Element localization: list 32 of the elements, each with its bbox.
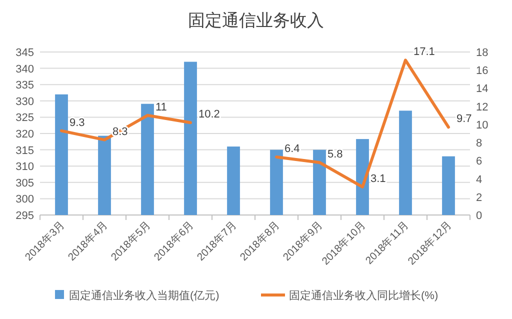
y2-tick-label: 16 <box>476 65 488 78</box>
y2-tick-label: 18 <box>476 47 488 59</box>
y2-tick-label: 6 <box>476 156 482 168</box>
y2-tick-label: 8 <box>476 138 482 150</box>
y-tick-label: 315 <box>16 144 34 157</box>
y-tick-label: 325 <box>16 112 34 124</box>
y2-tick-label: 2 <box>476 192 482 204</box>
data-label: 10.2 <box>198 108 220 121</box>
y2-tick-label: 14 <box>476 83 488 96</box>
y-tick-label: 305 <box>16 177 34 190</box>
y2-tick-label: 10 <box>476 119 488 132</box>
chart-title: 固定通信业务收入 <box>188 11 324 30</box>
legend-label: 固定通信业务收入当期值(亿元) <box>69 289 220 302</box>
data-label: 11 <box>156 101 167 114</box>
y-tick-label: 300 <box>16 194 34 206</box>
y-tick-label: 320 <box>16 128 34 140</box>
data-label: 17.1 <box>414 46 435 58</box>
data-label: 5.8 <box>328 148 343 160</box>
y-tick-label: 310 <box>16 161 34 174</box>
y2-tick-label: 4 <box>476 174 482 186</box>
data-label: 6.4 <box>284 143 300 156</box>
y2-tick-label: 0 <box>476 210 482 222</box>
data-label: 9.3 <box>70 116 85 129</box>
y2-tick-label: 12 <box>476 101 488 114</box>
data-label: 3.1 <box>370 172 386 185</box>
legend-label: 固定通信业务收入同比增长(%) <box>289 289 438 302</box>
y-tick-label: 295 <box>16 210 34 222</box>
y-tick-label: 330 <box>16 96 34 108</box>
y-tick-label: 335 <box>16 80 34 92</box>
data-label: 9.7 <box>456 113 472 126</box>
y-tick-label: 345 <box>16 47 34 59</box>
y-tick-label: 340 <box>16 63 34 76</box>
